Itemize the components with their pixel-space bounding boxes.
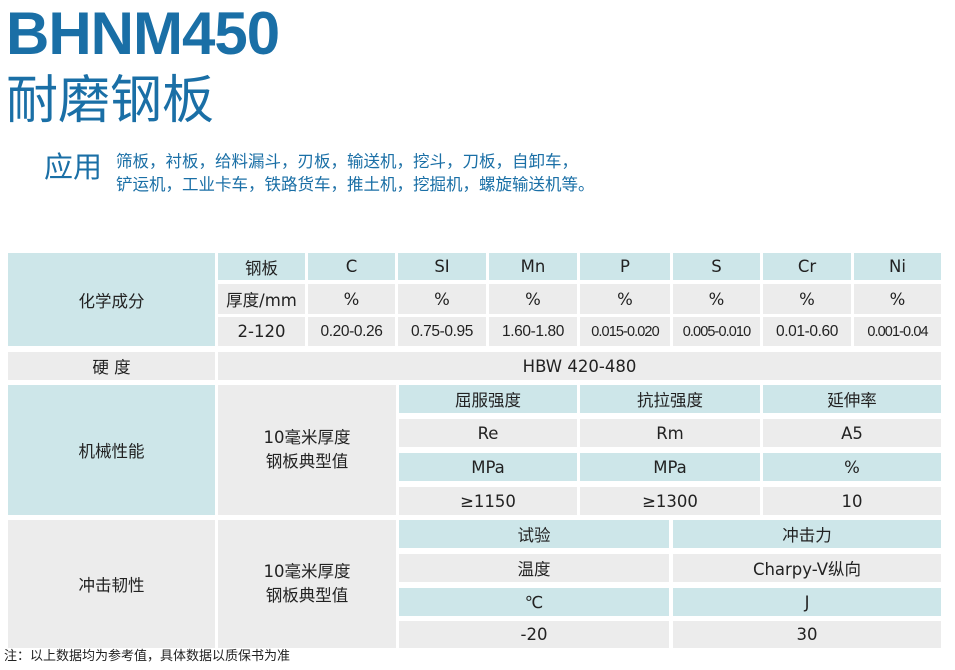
chem-unit-s: % [673, 284, 760, 314]
impact-label: 冲击韧性 [8, 520, 215, 648]
mechanical-label: 机械性能 [8, 385, 215, 515]
chem-value-thickness: 2-120 [218, 317, 305, 346]
impact-sub-label-line-2: 钢板典型值 [265, 586, 349, 605]
chem-value-mn: 1.60-1.80 [489, 317, 577, 346]
mech-header-elongation: 延伸率 [763, 385, 941, 413]
chem-header-s: S [673, 253, 760, 280]
chem-value-ni: 0.001-0.04 [854, 317, 941, 346]
hardness-value: HBW 420-480 [218, 352, 941, 380]
mechanical-sub-label: 10毫米厚度 钢板典型值 [218, 385, 396, 515]
mech-symbol-rm: Rm [580, 419, 760, 447]
impact-unit-temperature: ℃ [399, 588, 669, 616]
impact-header-test: 试验 [399, 520, 669, 548]
impact-value-energy: 30 [673, 621, 941, 648]
impact-unit-energy: J [673, 588, 941, 616]
mech-value-elongation: 10 [763, 487, 941, 515]
chem-header-c: C [308, 253, 395, 280]
mechanical-sub-label-line-1: 10毫米厚度 [263, 428, 351, 447]
impact-header-energy: 冲击力 [673, 520, 941, 548]
chem-unit-cr: % [763, 284, 851, 314]
hardness-label: 硬 度 [8, 352, 215, 380]
chem-header-mn: Mn [489, 253, 577, 280]
application-text: 筛板，衬板，给料漏斗，刃板，输送机，挖斗，刀板，自卸车， 铲运机，工业卡车，铁路… [116, 150, 716, 196]
chem-unit-mn: % [489, 284, 577, 314]
chem-header-cr: Cr [763, 253, 851, 280]
mech-symbol-re: Re [399, 419, 577, 447]
chem-value-c: 0.20-0.26 [308, 317, 395, 346]
mech-unit-tensile: MPa [580, 453, 760, 481]
application-label: 应用 [44, 150, 103, 184]
mech-header-tensile: 抗拉强度 [580, 385, 760, 413]
page-title: BHNM450 [6, 0, 280, 67]
impact-sub-label-line-1: 10毫米厚度 [263, 562, 351, 581]
chem-value-s: 0.005-0.010 [673, 317, 760, 346]
mech-symbol-a5: A5 [763, 419, 941, 447]
chem-header-ni: Ni [854, 253, 941, 280]
mechanical-sub-label-line-2: 钢板典型值 [265, 452, 349, 471]
impact-name-charpy: Charpy-V纵向 [673, 554, 941, 582]
chem-header-p: P [580, 253, 670, 280]
mech-value-tensile: ≥1300 [580, 487, 760, 515]
chem-unit-p: % [580, 284, 670, 314]
application-line-1: 筛板，衬板，给料漏斗，刃板，输送机，挖斗，刀板，自卸车， [116, 152, 578, 171]
mech-unit-yield: MPa [399, 453, 577, 481]
chem-header-plate: 钢板 [218, 253, 305, 280]
page-subtitle: 耐磨钢板 [6, 71, 215, 131]
mech-header-yield: 屈服强度 [399, 385, 577, 413]
chem-unit-ni: % [854, 284, 941, 314]
chem-value-p: 0.015-0.020 [580, 317, 670, 346]
chem-unit-c: % [308, 284, 395, 314]
impact-sub-label: 10毫米厚度 钢板典型值 [218, 520, 396, 648]
impact-name-temperature: 温度 [399, 554, 669, 582]
mech-value-yield: ≥1150 [399, 487, 577, 515]
application-line-2: 铲运机，工业卡车，铁路货车，推土机，挖掘机，螺旋输送机等。 [116, 175, 595, 194]
impact-value-temperature: -20 [399, 621, 669, 648]
chem-header-si: SI [398, 253, 486, 280]
chemical-label: 化学成分 [8, 253, 215, 346]
chem-unit-thickness: 厚度/mm [218, 284, 305, 314]
mech-unit-elongation: % [763, 453, 941, 481]
chem-unit-si: % [398, 284, 486, 314]
chem-value-cr: 0.01-0.60 [763, 317, 851, 346]
chem-value-si: 0.75-0.95 [398, 317, 486, 346]
footnote: 注：以上数据均为参考值，具体数据以质保书为准 [4, 649, 291, 664]
